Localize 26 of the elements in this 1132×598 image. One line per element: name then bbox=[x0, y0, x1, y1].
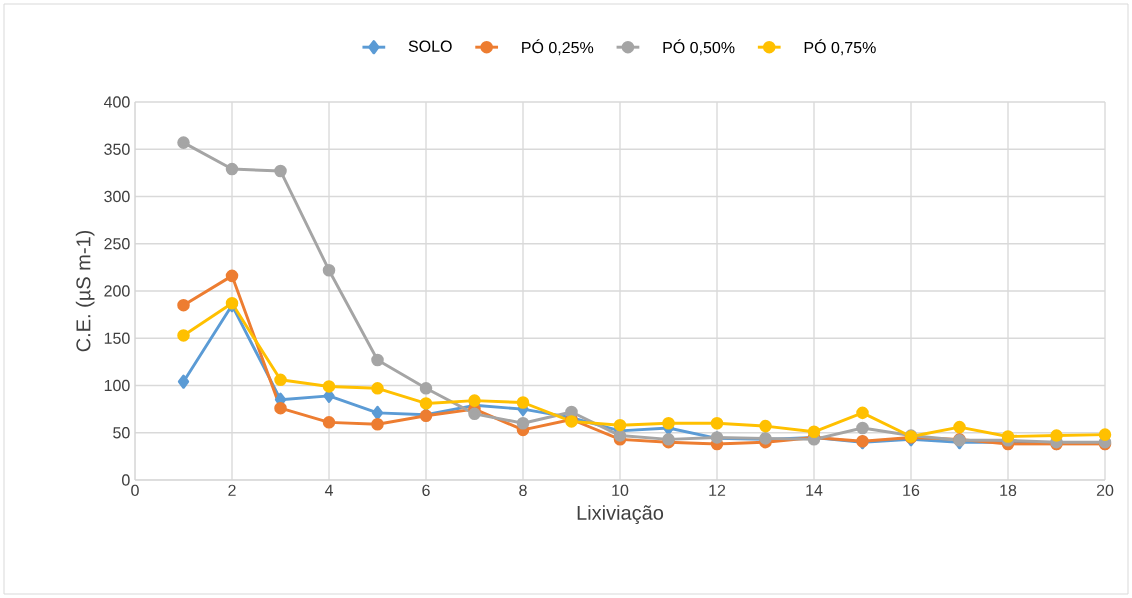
legend-label: SOLO bbox=[408, 40, 452, 52]
x-tick-label: 2 bbox=[228, 484, 236, 496]
x-axis-title: Lixiviação bbox=[577, 505, 664, 524]
x-tick-label: 20 bbox=[1096, 484, 1114, 497]
legend-label: PÓ 0,50% bbox=[663, 39, 735, 56]
y-tick-label: 200 bbox=[104, 285, 130, 297]
y-tick-label: 50 bbox=[113, 427, 130, 439]
x-tick-label: 0 bbox=[131, 484, 139, 497]
x-tick-label: 10 bbox=[612, 484, 629, 497]
y-tick-label: 300 bbox=[104, 190, 130, 203]
x-tick-label: 12 bbox=[709, 484, 726, 496]
y-tick-label: 150 bbox=[104, 332, 130, 344]
y-tick-label: 400 bbox=[103, 96, 130, 108]
y-tick-label: 0 bbox=[122, 474, 130, 486]
x-tick-label: 16 bbox=[903, 484, 920, 497]
legend-label: PÓ 0,25% bbox=[522, 39, 594, 56]
x-tick-label: 4 bbox=[324, 484, 333, 496]
x-tick-label: 6 bbox=[422, 484, 430, 497]
y-axis-title: C.E. (µS m-1) bbox=[75, 230, 95, 352]
x-tick-label: 18 bbox=[1000, 484, 1017, 497]
legend-label: PÓ 0,75% bbox=[804, 39, 876, 56]
y-tick-label: 250 bbox=[104, 238, 130, 250]
y-tick-label: 350 bbox=[104, 143, 130, 155]
x-tick-label: 8 bbox=[519, 484, 527, 497]
y-tick-label: 100 bbox=[104, 379, 130, 392]
x-tick-label: 14 bbox=[806, 484, 823, 496]
